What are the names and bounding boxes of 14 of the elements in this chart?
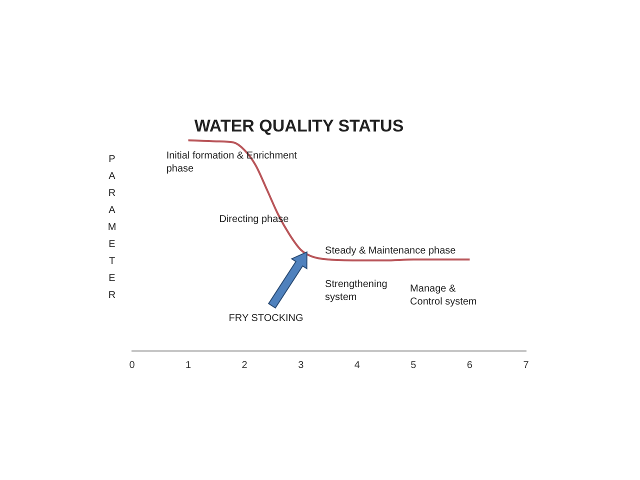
x-tick-label: 3 (298, 360, 304, 371)
x-tick-label: 7 (523, 360, 530, 371)
x-tick-label: 5 (410, 360, 417, 371)
chart-title: WATER QUALITY STATUS (194, 116, 404, 136)
x-tick-label: 1 (186, 360, 192, 371)
annotation: Strengthening system (325, 279, 388, 304)
text: PARAMETER (108, 154, 116, 301)
annotation: Manage & Control system (410, 283, 477, 308)
x-tick-label: 6 (466, 360, 473, 371)
x-tick-label: 4 (354, 360, 360, 371)
annotation: FRY STOCKING (228, 312, 304, 324)
x-tick-label: 0 (129, 360, 136, 371)
annotation: Steady & Maintenance phase (325, 245, 456, 256)
x-tick-label: 2 (242, 360, 248, 371)
